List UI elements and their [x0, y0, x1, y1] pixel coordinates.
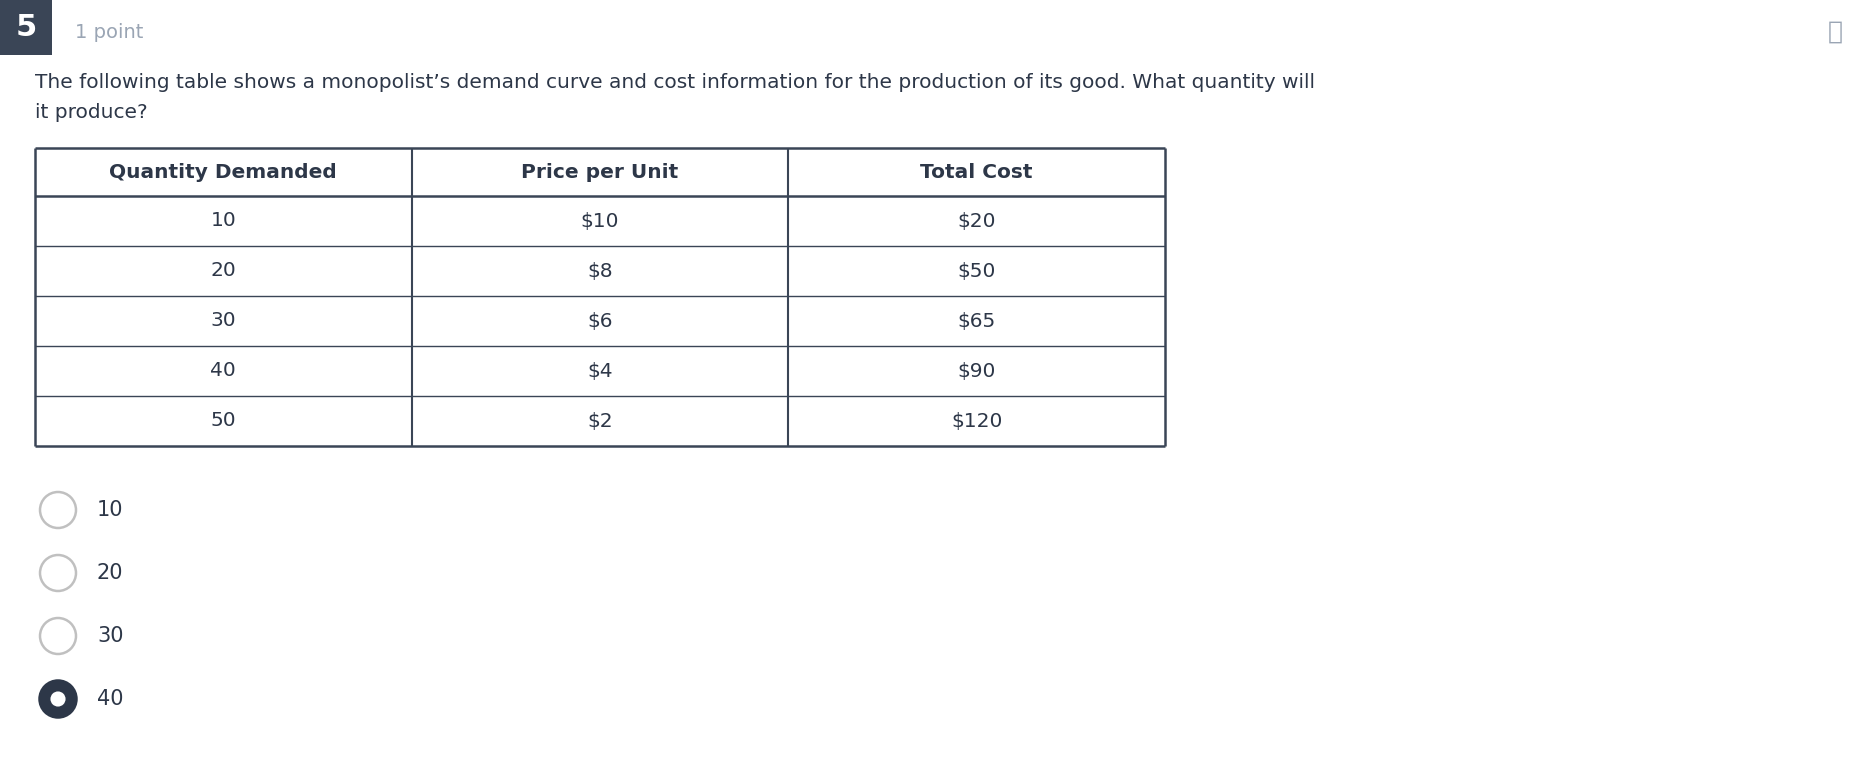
- Text: $120: $120: [951, 411, 1003, 431]
- Text: $8: $8: [587, 262, 613, 280]
- Text: 40: 40: [97, 689, 123, 709]
- Text: 5: 5: [15, 13, 37, 42]
- Text: 1 point: 1 point: [75, 22, 144, 42]
- Text: ⌖: ⌖: [1827, 20, 1842, 44]
- Text: 10: 10: [97, 500, 123, 520]
- Circle shape: [50, 692, 65, 706]
- Text: 40: 40: [211, 361, 237, 381]
- Circle shape: [39, 555, 76, 591]
- Text: Quantity Demanded: Quantity Demanded: [110, 162, 337, 181]
- Text: $50: $50: [958, 262, 995, 280]
- Circle shape: [39, 492, 76, 528]
- Text: $2: $2: [587, 411, 613, 431]
- Text: 50: 50: [211, 411, 237, 431]
- Text: $6: $6: [587, 311, 613, 330]
- Text: $4: $4: [587, 361, 613, 381]
- Text: it produce?: it produce?: [35, 103, 147, 121]
- Text: $20: $20: [958, 212, 995, 231]
- Bar: [0, 0, 52, 55]
- Text: Total Cost: Total Cost: [921, 162, 1033, 181]
- Text: 30: 30: [211, 311, 237, 330]
- Text: 30: 30: [97, 626, 123, 646]
- Circle shape: [39, 681, 76, 717]
- Text: $65: $65: [958, 311, 995, 330]
- Text: 10: 10: [211, 212, 237, 231]
- Circle shape: [39, 618, 76, 654]
- Text: $10: $10: [582, 212, 619, 231]
- Text: 20: 20: [97, 563, 123, 583]
- Text: $90: $90: [958, 361, 995, 381]
- Text: Price per Unit: Price per Unit: [522, 162, 678, 181]
- Text: 20: 20: [211, 262, 237, 280]
- Text: The following table shows a monopolist’s demand curve and cost information for t: The following table shows a monopolist’s…: [35, 73, 1314, 92]
